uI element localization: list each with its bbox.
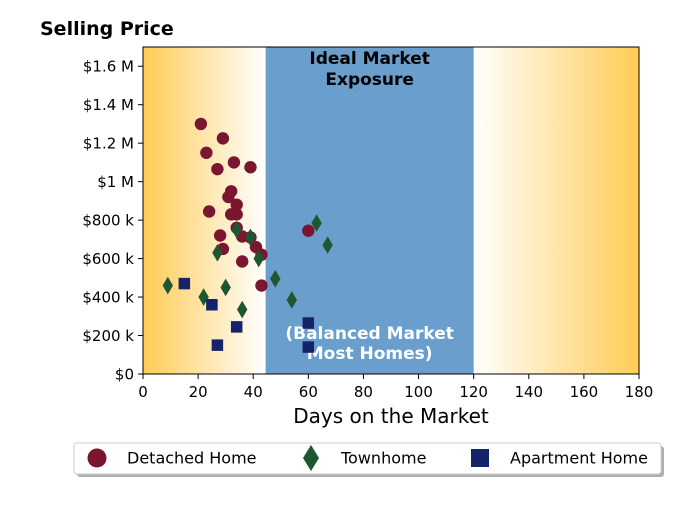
legend-label: Detached Home [127,449,257,468]
y-tick-label: $1.4 M [83,96,134,114]
x-tick-label: 140 [514,383,543,401]
y-tick-label: $1.6 M [83,58,134,76]
x-tick-label: 20 [189,383,208,401]
y-tick-label: $1 M [97,173,134,191]
data-point [302,224,315,237]
plot-frame [142,46,640,375]
x-tick-label: 40 [244,383,263,401]
data-point [230,321,243,333]
data-point [302,317,315,329]
data-point [211,162,224,176]
data-points [162,117,333,353]
plot-background [143,47,639,374]
data-point [255,279,268,292]
y-tick-label: $1.2 M [83,135,134,153]
data-point [230,208,243,221]
y-tick-label: $400 k [82,289,134,307]
data-point [231,220,242,239]
x-axis: 0 20 40 60 80 100 120 140 160 180 [138,374,653,401]
band-label-bottom: Most Homes) [307,344,433,364]
data-point [222,190,235,204]
x-tick-label: 80 [354,383,373,401]
legend-box [73,442,662,475]
y-tick-label: $0 [115,366,134,384]
y-tick-label: $800 k [82,212,134,230]
legend-marker [471,449,489,467]
legend-marker [87,448,107,468]
data-point [178,277,191,290]
data-point [211,339,224,351]
x-tick-label: 60 [299,383,318,401]
data-point [216,132,230,145]
data-point [212,244,223,262]
data-point [220,278,231,297]
data-point [302,341,315,353]
x-tick-label: 180 [625,383,654,401]
data-point [194,117,208,131]
legend-label: Apartment Home [510,449,648,468]
gradient-right [473,47,639,374]
legend-label: Townhome [340,449,426,468]
chart-title: Selling Price [40,18,174,40]
y-axis: $0 $200 k $400 k $600 k $800 k $1 M $1.2 M $1.4… [82,58,143,384]
data-point [286,291,297,309]
data-point [227,156,241,169]
data-point [245,228,256,247]
ideal-band [265,47,474,374]
band-label-top: Exposure [325,70,414,90]
band-label-top: Ideal Market [309,49,430,69]
data-point [198,288,209,306]
data-point [202,205,216,218]
data-point [213,229,227,242]
x-tick-label: 100 [404,383,433,401]
data-point [230,198,243,211]
data-point [244,161,257,174]
data-point [270,269,281,288]
data-point [253,249,264,268]
y-tick-label: $600 k [82,250,134,268]
legend: Detached Home Townhome Apartment Home [73,442,664,477]
series-1 [162,214,333,319]
y-tick-label: $200 k [82,327,134,345]
x-tick-label: 120 [459,383,488,401]
band-label-bottom: (Balanced Market [285,324,454,344]
data-point [206,299,218,311]
data-point [236,255,249,268]
data-point [322,236,333,254]
series-2 [178,277,315,353]
data-point [311,214,322,232]
x-axis-title: Days on the Market [293,404,489,428]
legend-marker [303,445,319,471]
x-tick-label: 0 [138,383,148,401]
data-point [200,146,213,159]
data-point [237,300,248,319]
data-point [162,276,173,295]
x-tick-label: 160 [570,383,599,401]
